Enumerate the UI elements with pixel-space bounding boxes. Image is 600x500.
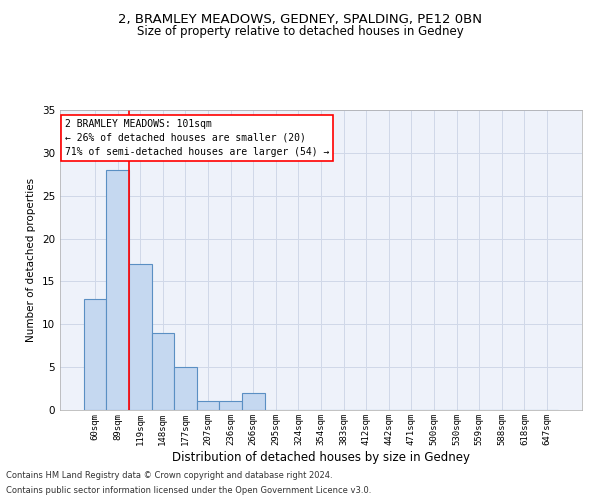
Bar [242,393,265,410]
Text: Size of property relative to detached houses in Gedney: Size of property relative to detached ho… [137,25,463,38]
Bar [152,333,174,410]
Bar [197,402,220,410]
Y-axis label: Number of detached properties: Number of detached properties [26,178,37,342]
Bar [129,264,152,410]
Bar [106,170,129,410]
Text: 2 BRAMLEY MEADOWS: 101sqm
← 26% of detached houses are smaller (20)
71% of semi-: 2 BRAMLEY MEADOWS: 101sqm ← 26% of detac… [65,119,329,157]
Text: 2, BRAMLEY MEADOWS, GEDNEY, SPALDING, PE12 0BN: 2, BRAMLEY MEADOWS, GEDNEY, SPALDING, PE… [118,12,482,26]
Bar [84,298,106,410]
Bar [220,402,242,410]
Text: Contains public sector information licensed under the Open Government Licence v3: Contains public sector information licen… [6,486,371,495]
Text: Contains HM Land Registry data © Crown copyright and database right 2024.: Contains HM Land Registry data © Crown c… [6,471,332,480]
Bar [174,367,197,410]
X-axis label: Distribution of detached houses by size in Gedney: Distribution of detached houses by size … [172,450,470,464]
